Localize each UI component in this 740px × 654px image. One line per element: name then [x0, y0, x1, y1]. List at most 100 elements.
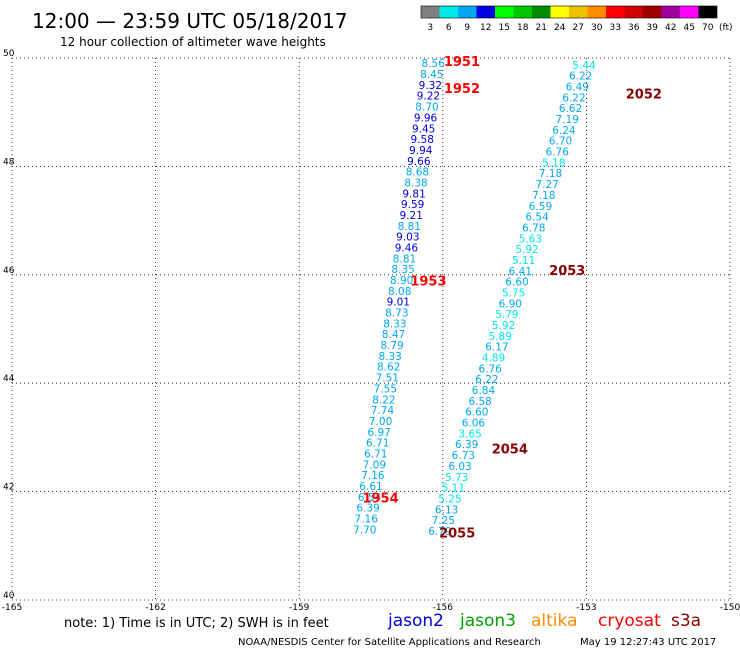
data-point-label: 6.39 — [455, 439, 478, 451]
time-annotation: 1951 — [444, 55, 480, 70]
data-point-label: 8.47 — [382, 329, 405, 341]
color-scale-label: 3 — [427, 23, 433, 33]
data-point-label: 8.79 — [380, 340, 403, 352]
data-point-label: 8.45 — [420, 69, 443, 81]
color-scale-label: 12 — [480, 23, 491, 33]
data-point-label: 8.33 — [383, 318, 406, 330]
data-point-label: 6.03 — [448, 461, 471, 473]
data-point-label: 6.70 — [549, 136, 572, 148]
time-annotation: 1954 — [362, 491, 398, 506]
color-scale-label: 15 — [499, 23, 510, 33]
x-tick-label: -162 — [145, 603, 165, 613]
data-point-label: 6.54 — [525, 212, 549, 224]
data-point-label: 8.08 — [388, 286, 411, 298]
color-scale-label: 18 — [517, 23, 529, 33]
series-jason2: 8.568.459.329.228.709.969.459.589.949.66… — [353, 58, 445, 536]
data-point-label: 6.41 — [509, 266, 532, 278]
data-point-label: 6.79 — [428, 526, 451, 538]
data-point-label: 8.22 — [372, 394, 395, 406]
data-point-label: 8.56 — [422, 58, 446, 70]
data-point-label: 6.39 — [356, 503, 379, 515]
data-point-label: 6.17 — [485, 342, 508, 354]
data-point-label: 6.76 — [546, 147, 570, 159]
color-scale-label: 21 — [536, 23, 547, 33]
footer-timestamp: May 19 12:27:43 UTC 2017 — [580, 637, 716, 648]
color-swatch — [476, 6, 495, 18]
color-swatch — [680, 6, 699, 18]
data-point-label: 6.22 — [475, 374, 498, 386]
x-tick-label: -150 — [720, 603, 740, 613]
data-point-label: 9.59 — [401, 199, 424, 211]
data-point-label: 9.81 — [402, 188, 425, 200]
data-point-label: 8.70 — [415, 102, 438, 114]
data-point-label: 6.13 — [435, 504, 458, 516]
data-point-label: 5.79 — [495, 309, 518, 321]
x-tick-label: -159 — [289, 603, 310, 613]
data-point-label: 3.65 — [458, 428, 481, 440]
data-point-label: 9.01 — [387, 297, 410, 309]
data-point-label: 7.27 — [535, 179, 558, 191]
data-point-label: 7.16 — [361, 470, 385, 482]
data-point-label: 5.73 — [445, 472, 468, 484]
x-tick-label: -153 — [576, 603, 596, 613]
color-scale-label: 27 — [573, 23, 584, 33]
color-scale-label: 70 — [702, 23, 714, 33]
color-swatch — [421, 6, 440, 18]
data-point-label: 8.90 — [390, 275, 413, 287]
data-point-label: 7.19 — [556, 114, 579, 126]
data-point-label: 9.66 — [407, 156, 431, 168]
data-point-label: 7.70 — [353, 524, 376, 536]
color-scale-label: 45 — [684, 23, 695, 33]
data-point-label: 5.89 — [489, 331, 512, 343]
data-point-label: 9.22 — [417, 91, 440, 103]
data-point-label: 6.71 — [364, 448, 387, 460]
data-point-label: 8.33 — [378, 351, 401, 363]
data-point-label: 6.22 — [562, 92, 585, 104]
satellite-label-altika: altika — [531, 611, 578, 631]
time-annotation: 2055 — [439, 527, 475, 542]
color-scale-legend: 3 6 9 12 15 18 21 24 27 30 33 36 39 42 45 70 (ft) — [420, 5, 733, 33]
satellite-label-s3a: s3a — [671, 611, 701, 631]
y-tick-label: 42 — [3, 483, 14, 493]
color-swatch — [569, 6, 588, 18]
data-point-label: 8.81 — [393, 253, 416, 265]
series-s3a: 5.446.226.496.226.627.196.246.706.765.18… — [428, 60, 596, 538]
data-point-label: 5.11 — [512, 255, 535, 267]
data-point-label: 7.16 — [355, 513, 379, 525]
color-swatch — [513, 6, 532, 18]
color-scale-label: 39 — [647, 23, 659, 33]
data-point-label: 6.59 — [529, 201, 552, 213]
chart-subtitle: 12 hour collection of altimeter wave hei… — [60, 35, 326, 49]
data-point-label: 5.25 — [438, 493, 461, 505]
data-point-label: 9.21 — [400, 210, 423, 222]
data-point-label: 5.63 — [519, 233, 542, 245]
data-point-label: 6.06 — [462, 418, 486, 430]
data-point-label: 7.00 — [369, 416, 392, 428]
color-scale-border — [420, 5, 718, 19]
color-swatch — [587, 6, 606, 18]
color-scale-label: 42 — [665, 23, 676, 33]
color-scale-label: 30 — [591, 23, 603, 33]
color-scale-unit: (ft) — [719, 23, 733, 33]
data-point-label: 6.76 — [478, 363, 502, 375]
color-swatch — [495, 6, 514, 18]
data-point-label: 8.73 — [385, 308, 408, 320]
plot-area: -165 -162 -159 -156 -153 -150 40 42 44 46 48 50 8.56… — [2, 49, 740, 613]
color-swatch — [698, 6, 717, 18]
data-point-label: 8.68 — [406, 167, 429, 179]
data-point-label: 8.38 — [404, 177, 427, 189]
color-scale-label: 9 — [464, 23, 470, 33]
data-point-label: 6.58 — [468, 396, 491, 408]
color-scale-label: 33 — [610, 23, 621, 33]
color-scale-label: 36 — [628, 23, 640, 33]
color-swatch — [439, 6, 458, 18]
data-point-label: 9.03 — [396, 232, 419, 244]
time-annotation: 1953 — [410, 275, 446, 290]
data-point-label: 7.18 — [539, 168, 562, 180]
data-point-label: 8.35 — [391, 264, 414, 276]
footer-credit: NOAA/NESDIS Center for Satellite Applica… — [238, 637, 541, 648]
data-point-label: 6.24 — [552, 125, 576, 137]
x-tick-label: -165 — [2, 603, 22, 613]
